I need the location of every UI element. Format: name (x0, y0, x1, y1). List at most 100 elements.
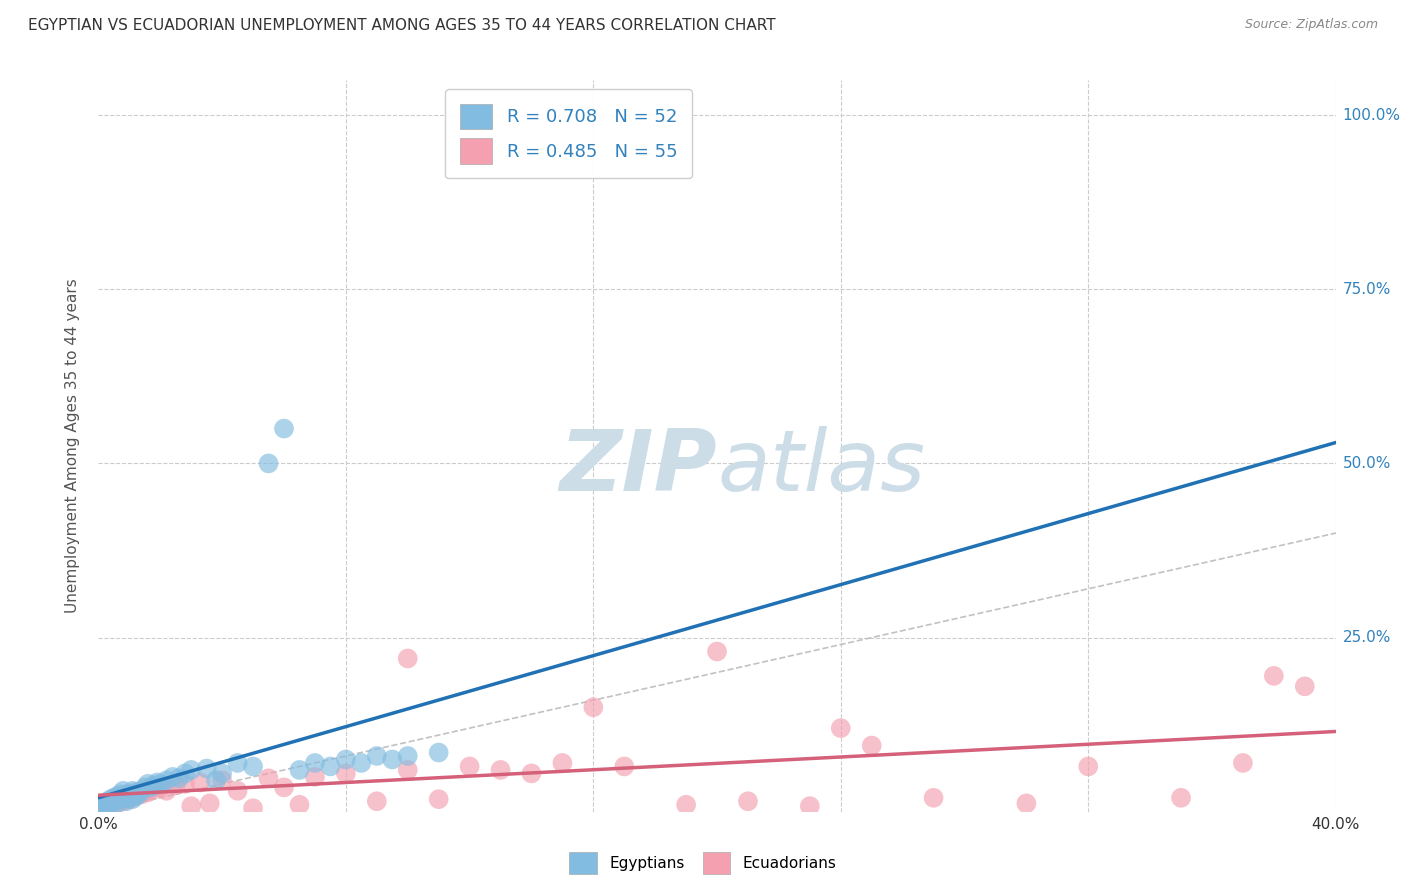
Point (97, 797, 120, 811)
Text: Source: ZipAtlas.com: Source: ZipAtlas.com (1244, 18, 1378, 31)
Point (103, 794, 125, 808)
Point (167, 772, 190, 786)
Point (1263, 669, 1285, 683)
Point (128, 787, 150, 801)
Point (180, 799, 202, 814)
Point (335, 752, 357, 766)
Point (90, 801, 112, 815)
Text: atlas: atlas (717, 426, 925, 509)
Point (97, 794, 120, 808)
Point (1170, 790, 1192, 805)
Point (100, 792, 122, 806)
Point (112, 794, 135, 808)
Point (108, 792, 131, 806)
Point (149, 777, 172, 791)
Point (242, 759, 264, 773)
Point (366, 749, 388, 764)
Point (97, 797, 120, 811)
Point (551, 756, 574, 770)
Text: EGYPTIAN VS ECUADORIAN UNEMPLOYMENT AMONG AGES 35 TO 44 YEARS CORRELATION CHART: EGYPTIAN VS ECUADORIAN UNEMPLOYMENT AMON… (28, 18, 776, 33)
Point (131, 784, 153, 798)
Point (830, 721, 852, 735)
Point (335, 766, 357, 780)
Y-axis label: Unemployment Among Ages 35 to 44 years: Unemployment Among Ages 35 to 44 years (65, 278, 80, 614)
Point (195, 762, 218, 776)
Point (706, 644, 728, 658)
Point (304, 770, 326, 784)
Point (582, 700, 605, 714)
Point (90, 801, 112, 815)
Text: 50.0%: 50.0% (1343, 456, 1391, 471)
Legend: Egyptians, Ecuadorians: Egyptians, Ecuadorians (564, 846, 842, 880)
Text: ZIP: ZIP (560, 426, 717, 509)
Point (198, 797, 221, 811)
Point (458, 759, 481, 773)
Point (427, 792, 450, 806)
Point (93, 799, 115, 814)
Point (1294, 679, 1316, 693)
Point (124, 789, 146, 804)
Point (381, 752, 404, 766)
Point (860, 739, 883, 753)
Point (100, 797, 122, 812)
Point (1077, 759, 1099, 773)
Point (613, 759, 636, 773)
Point (93, 799, 115, 814)
Point (108, 792, 131, 806)
Point (149, 780, 172, 795)
Point (427, 746, 450, 760)
Point (115, 790, 138, 805)
Point (93, 797, 115, 812)
Point (136, 777, 159, 791)
Point (242, 801, 264, 815)
Point (100, 797, 122, 812)
Point (105, 797, 128, 811)
Point (121, 787, 143, 801)
Point (121, 792, 143, 806)
Point (155, 784, 177, 798)
Point (108, 787, 131, 801)
Point (1015, 797, 1038, 811)
Point (115, 787, 138, 801)
Text: 25.0%: 25.0% (1343, 630, 1391, 645)
Point (288, 797, 311, 812)
Point (319, 759, 342, 773)
Point (162, 770, 184, 784)
Point (257, 772, 280, 786)
Point (520, 766, 543, 780)
Point (139, 780, 162, 795)
Point (134, 780, 156, 795)
Point (124, 789, 146, 804)
Legend: R = 0.708   N = 52, R = 0.485   N = 55: R = 0.708 N = 52, R = 0.485 N = 55 (446, 89, 692, 178)
Point (489, 763, 512, 777)
Point (115, 794, 138, 808)
Point (257, 457, 280, 471)
Point (143, 782, 166, 797)
Point (211, 773, 233, 788)
Point (143, 778, 166, 792)
Point (304, 756, 326, 770)
Point (226, 784, 249, 798)
Point (273, 421, 295, 435)
Point (105, 797, 128, 811)
Point (180, 763, 202, 777)
Point (136, 785, 159, 799)
Point (131, 787, 153, 801)
Point (128, 785, 150, 799)
Point (273, 780, 295, 795)
Point (350, 756, 373, 770)
Point (366, 794, 388, 808)
Point (105, 789, 128, 804)
Point (737, 794, 759, 808)
Point (675, 797, 697, 812)
Point (112, 790, 135, 805)
Point (396, 763, 419, 777)
Point (174, 766, 197, 780)
Point (396, 651, 419, 665)
Point (226, 756, 249, 770)
Point (288, 763, 311, 777)
Point (211, 766, 233, 780)
Point (165, 778, 187, 792)
Point (190, 775, 212, 789)
Point (121, 784, 143, 798)
